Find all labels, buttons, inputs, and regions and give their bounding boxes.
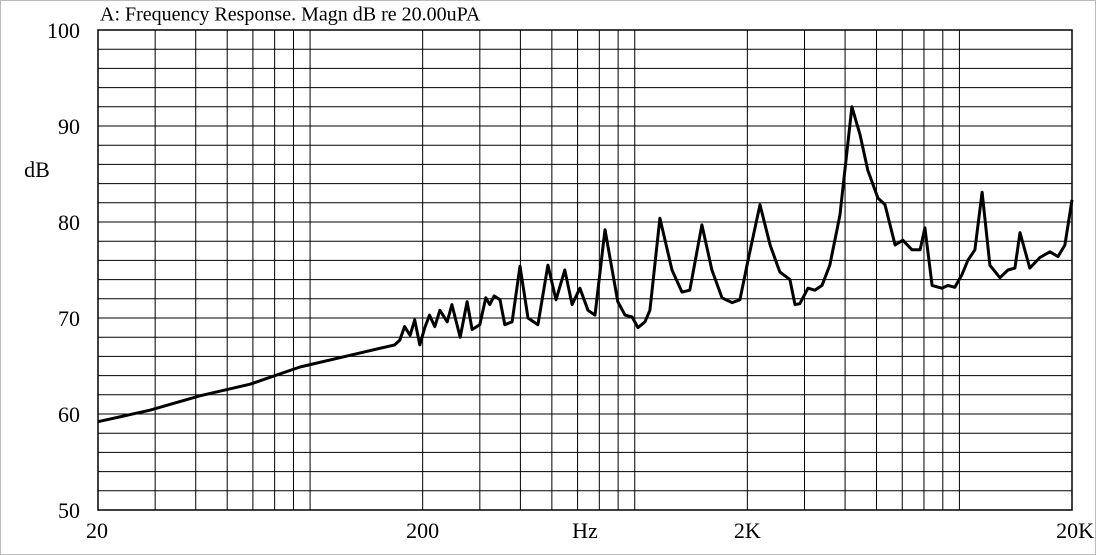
data-line <box>97 105 1074 424</box>
chart-title: A: Frequency Response. Magn dB re 20.00u… <box>100 4 481 26</box>
y-tick-label: 50 <box>58 498 80 523</box>
y-tick-label: 60 <box>58 402 80 427</box>
x-tick-label: 2K <box>734 518 761 543</box>
y-tick-label: 90 <box>58 114 80 139</box>
x-tick-label: 200 <box>406 518 439 543</box>
y-axis-label: dB <box>24 157 50 182</box>
y-tick-label: 80 <box>58 210 80 235</box>
plot-border <box>97 29 1073 511</box>
y-tick-label: 100 <box>47 18 80 43</box>
x-axis-label: Hz <box>572 518 598 543</box>
x-tick-label: 20 <box>86 518 108 543</box>
x-tick-label: 20K <box>1056 518 1094 543</box>
y-tick-label: 70 <box>58 306 80 331</box>
